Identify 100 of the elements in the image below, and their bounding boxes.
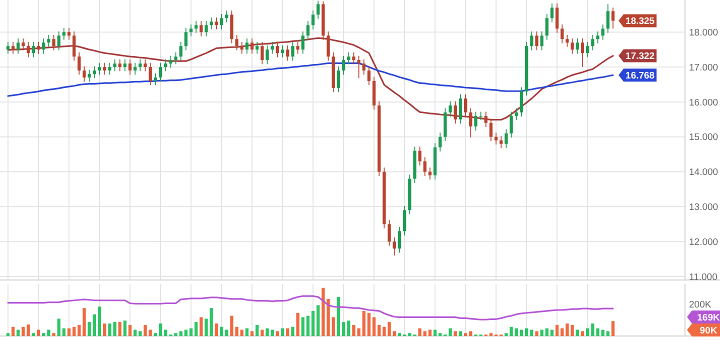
bar bbox=[62, 328, 66, 336]
bar bbox=[535, 331, 538, 336]
candlestick bbox=[57, 30, 60, 51]
bar bbox=[138, 331, 142, 336]
bar bbox=[22, 326, 25, 336]
bar bbox=[184, 330, 188, 336]
candlestick bbox=[174, 52, 178, 65]
bar bbox=[362, 310, 366, 336]
candlestick bbox=[138, 58, 142, 72]
candlestick bbox=[260, 41, 264, 65]
bar bbox=[280, 328, 284, 336]
bar bbox=[123, 320, 127, 336]
candlestick bbox=[67, 27, 71, 40]
bar bbox=[88, 322, 91, 336]
bar bbox=[154, 333, 158, 336]
candlestick bbox=[392, 236, 396, 256]
bar bbox=[144, 324, 147, 336]
bar bbox=[296, 312, 300, 336]
candlestick bbox=[158, 62, 162, 82]
bar bbox=[398, 333, 402, 336]
bar bbox=[458, 331, 462, 336]
candlestick bbox=[16, 38, 20, 54]
candlestick bbox=[454, 100, 457, 124]
bar bbox=[12, 326, 15, 336]
candlestick bbox=[514, 108, 518, 121]
y-tick-label: 13.000 bbox=[689, 202, 718, 214]
candlestick bbox=[504, 128, 508, 148]
candlestick bbox=[591, 34, 594, 51]
candlestick bbox=[388, 220, 391, 246]
bar bbox=[148, 330, 152, 336]
bar bbox=[57, 318, 60, 336]
bar bbox=[433, 330, 437, 336]
candlestick bbox=[82, 66, 86, 82]
bar bbox=[118, 322, 122, 336]
bar bbox=[560, 328, 564, 336]
candlestick bbox=[423, 156, 426, 176]
bar bbox=[566, 323, 569, 336]
candlestick bbox=[306, 20, 310, 40]
y-tick-label: 12.000 bbox=[689, 236, 718, 248]
bar bbox=[378, 324, 381, 336]
bar bbox=[214, 323, 218, 336]
candlestick bbox=[240, 41, 244, 54]
candlestick bbox=[128, 58, 132, 76]
bar bbox=[36, 330, 40, 336]
candlestick bbox=[98, 62, 102, 76]
candlestick bbox=[118, 58, 122, 72]
bar bbox=[301, 317, 304, 336]
candlestick bbox=[611, 7, 615, 30]
bar bbox=[372, 317, 376, 336]
candlestick bbox=[448, 100, 452, 118]
candlestick bbox=[134, 62, 137, 76]
bar bbox=[347, 320, 350, 336]
bar bbox=[52, 333, 56, 336]
bar bbox=[92, 314, 96, 336]
candlestick bbox=[184, 27, 188, 51]
bar bbox=[42, 333, 46, 336]
bar bbox=[194, 322, 198, 336]
candlestick bbox=[326, 30, 330, 62]
candlestick bbox=[576, 38, 579, 54]
candlestick bbox=[535, 30, 538, 51]
candlestick bbox=[214, 17, 218, 30]
bar bbox=[134, 330, 137, 336]
candlestick bbox=[256, 41, 259, 54]
candlestick bbox=[103, 62, 106, 76]
candlestick bbox=[154, 72, 158, 86]
candlestick bbox=[580, 38, 584, 68]
candlestick bbox=[88, 69, 91, 82]
candlestick bbox=[144, 58, 147, 72]
candlestick bbox=[194, 20, 198, 34]
candlestick bbox=[36, 41, 40, 54]
bar bbox=[98, 306, 102, 336]
candlestick bbox=[438, 132, 442, 152]
candlestick bbox=[204, 20, 208, 37]
candlestick bbox=[62, 27, 66, 40]
bar bbox=[540, 330, 544, 336]
bar bbox=[164, 330, 168, 336]
bar bbox=[336, 297, 340, 336]
text: 200K bbox=[689, 299, 712, 310]
candlestick bbox=[428, 167, 432, 180]
candlestick bbox=[225, 10, 228, 23]
candlestick bbox=[418, 146, 422, 166]
bar bbox=[316, 305, 320, 336]
bar bbox=[6, 333, 10, 336]
candlestick bbox=[347, 52, 350, 65]
data-label: 17.322 bbox=[626, 51, 655, 62]
candlestick bbox=[458, 94, 462, 124]
bar bbox=[556, 324, 559, 336]
bar bbox=[606, 331, 610, 336]
bar bbox=[250, 331, 254, 336]
y-tick-label: 18.000 bbox=[689, 27, 718, 38]
candlestick bbox=[26, 41, 30, 58]
bar bbox=[464, 333, 468, 336]
candlestick bbox=[276, 41, 280, 58]
bar bbox=[128, 324, 132, 336]
bar bbox=[601, 330, 604, 336]
candlestick bbox=[560, 24, 564, 44]
candlestick bbox=[362, 58, 366, 76]
candlestick bbox=[530, 30, 534, 51]
bar bbox=[220, 326, 224, 336]
bar bbox=[489, 333, 493, 336]
